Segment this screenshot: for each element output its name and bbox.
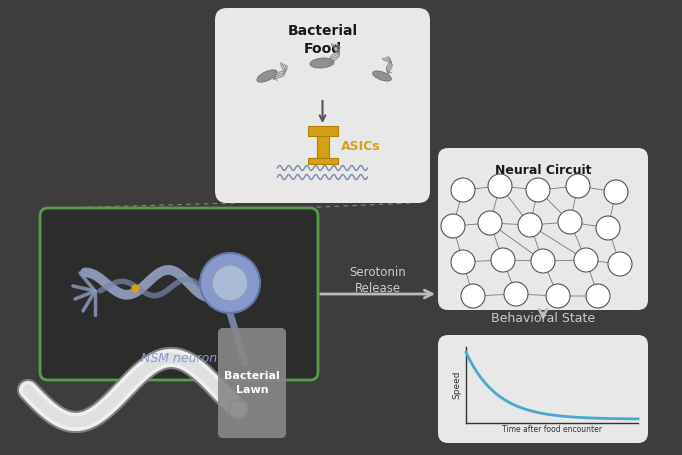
Circle shape — [526, 178, 550, 202]
Circle shape — [478, 211, 502, 235]
Text: ASICs: ASICs — [340, 141, 380, 153]
Polygon shape — [316, 136, 329, 158]
Circle shape — [229, 400, 247, 418]
Circle shape — [608, 252, 632, 276]
Circle shape — [586, 284, 610, 308]
FancyBboxPatch shape — [438, 335, 648, 443]
Circle shape — [451, 250, 475, 274]
FancyBboxPatch shape — [215, 8, 430, 203]
Circle shape — [531, 249, 555, 273]
Circle shape — [558, 210, 582, 234]
Circle shape — [518, 213, 542, 237]
Ellipse shape — [372, 71, 391, 81]
Circle shape — [546, 284, 570, 308]
Circle shape — [200, 253, 260, 313]
Circle shape — [604, 180, 628, 204]
FancyBboxPatch shape — [218, 328, 286, 438]
Ellipse shape — [310, 58, 334, 68]
Circle shape — [488, 174, 512, 198]
Ellipse shape — [257, 70, 277, 82]
Circle shape — [461, 284, 485, 308]
Circle shape — [566, 174, 590, 198]
Text: Serotonin
Release: Serotonin Release — [350, 266, 406, 294]
Text: Speed: Speed — [452, 371, 461, 399]
FancyBboxPatch shape — [438, 148, 648, 310]
Polygon shape — [308, 158, 338, 164]
Text: Behavioral State: Behavioral State — [491, 312, 595, 325]
Circle shape — [451, 178, 475, 202]
Text: Bacterial
Food: Bacterial Food — [287, 25, 357, 56]
Text: NSM neuron: NSM neuron — [141, 352, 217, 364]
Circle shape — [504, 282, 528, 306]
Text: Bacterial
Lawn: Bacterial Lawn — [224, 371, 280, 394]
Circle shape — [491, 248, 515, 272]
FancyBboxPatch shape — [40, 208, 318, 380]
Circle shape — [441, 214, 465, 238]
Text: Neural Circuit: Neural Circuit — [494, 163, 591, 177]
Polygon shape — [308, 126, 338, 136]
Circle shape — [574, 248, 598, 272]
Text: Time after food encounter: Time after food encounter — [502, 425, 602, 434]
Circle shape — [596, 216, 620, 240]
Circle shape — [212, 265, 248, 301]
